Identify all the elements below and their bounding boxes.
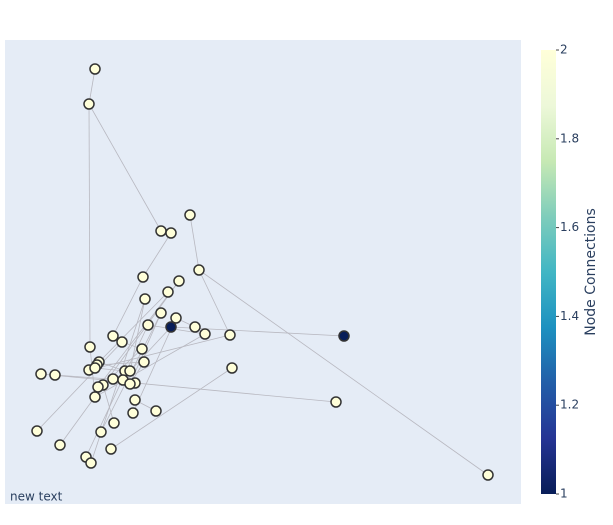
colorbar-tick-label: 1.8 xyxy=(560,131,579,145)
node xyxy=(89,391,101,403)
node xyxy=(155,307,167,319)
node xyxy=(89,63,101,75)
node xyxy=(199,328,211,340)
edge xyxy=(88,103,91,348)
edge xyxy=(112,276,144,337)
node xyxy=(482,469,494,481)
colorbar xyxy=(541,50,556,494)
node xyxy=(108,417,120,429)
node xyxy=(170,312,182,324)
node xyxy=(83,98,95,110)
node xyxy=(137,271,149,283)
node xyxy=(162,286,174,298)
edge xyxy=(94,333,206,398)
edge xyxy=(88,334,231,371)
plot-background xyxy=(5,40,521,504)
node xyxy=(85,457,97,469)
node xyxy=(127,407,139,419)
edge xyxy=(189,214,200,271)
node xyxy=(124,365,136,377)
node xyxy=(155,225,167,237)
node xyxy=(35,368,47,380)
node xyxy=(193,264,205,276)
node xyxy=(165,321,177,333)
node xyxy=(107,373,119,385)
node xyxy=(84,341,96,353)
node xyxy=(124,378,136,390)
node xyxy=(226,362,238,374)
edge xyxy=(129,326,172,372)
node xyxy=(116,336,128,348)
node xyxy=(150,405,162,417)
edge xyxy=(110,367,233,450)
colorbar-title: Node Connections xyxy=(583,208,599,336)
node xyxy=(330,396,342,408)
edge xyxy=(36,341,123,432)
node xyxy=(107,330,119,342)
edge xyxy=(40,373,337,403)
annotation: new text xyxy=(10,490,63,504)
edge xyxy=(88,68,96,105)
edge xyxy=(142,232,172,278)
edge xyxy=(132,317,177,414)
node xyxy=(95,426,107,438)
node xyxy=(129,394,141,406)
edge xyxy=(198,269,489,476)
node xyxy=(139,293,151,305)
edge xyxy=(88,103,162,232)
node xyxy=(136,343,148,355)
node xyxy=(31,425,43,437)
colorbar-tick-label: 1.6 xyxy=(560,220,579,234)
node xyxy=(173,275,185,287)
node xyxy=(49,369,61,381)
colorbar-tick-label: 1.2 xyxy=(560,398,579,412)
colorbar-tick-label: 2 xyxy=(560,43,568,57)
edge xyxy=(198,269,231,336)
node xyxy=(189,321,201,333)
node xyxy=(54,439,66,451)
node xyxy=(338,330,350,342)
node xyxy=(184,209,196,221)
colorbar-tick-label: 1.4 xyxy=(560,309,579,323)
node xyxy=(89,362,101,374)
node xyxy=(105,443,117,455)
node xyxy=(165,227,177,239)
colorbar-tick-label: 1 xyxy=(560,487,568,501)
node xyxy=(142,319,154,331)
edge xyxy=(98,291,169,363)
node xyxy=(138,356,150,368)
node xyxy=(92,381,104,393)
node xyxy=(224,329,236,341)
